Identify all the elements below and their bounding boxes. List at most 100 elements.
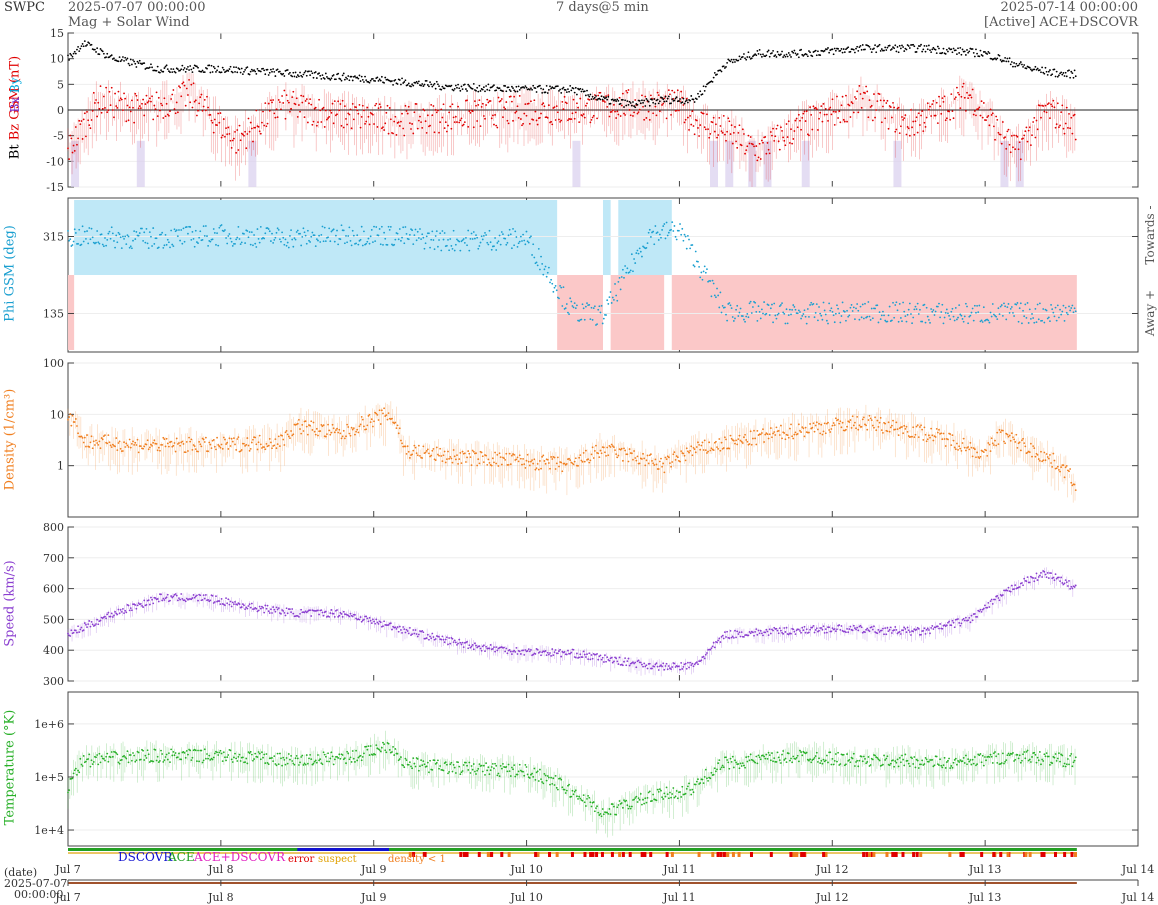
density-point (332, 427, 335, 430)
density-point (437, 453, 439, 456)
phi-point (586, 302, 588, 305)
bt-point (630, 104, 633, 107)
bz-point (875, 109, 878, 111)
speed-ytick-label: 800 (43, 521, 64, 534)
speed-ytick-label: 300 (43, 675, 64, 688)
density-point (803, 435, 806, 438)
phi-point (253, 234, 255, 236)
bt-point (213, 67, 216, 70)
bz-point (901, 116, 903, 118)
bz-point (300, 94, 303, 97)
phi-point (923, 303, 926, 306)
bz-point (111, 109, 114, 111)
phi-point (424, 242, 427, 245)
bt-point (560, 92, 563, 94)
bz-point (856, 90, 859, 93)
density-point (985, 449, 987, 452)
phi-point (96, 230, 99, 232)
bz-point (730, 124, 733, 127)
density-point (905, 425, 908, 428)
phi-point (539, 268, 541, 271)
density-point (938, 428, 940, 431)
density-point (181, 440, 184, 443)
bt-point (711, 80, 714, 83)
phi-sector-away (610, 275, 665, 350)
bt-point (374, 80, 377, 82)
bt-point (513, 89, 516, 92)
bt-point (329, 78, 332, 81)
density-point (572, 463, 575, 466)
bt-point (400, 83, 402, 86)
bz-point (500, 98, 503, 100)
bt-point (748, 56, 751, 58)
density-point (958, 445, 961, 448)
bt-point (652, 101, 655, 104)
phi-point (199, 230, 202, 233)
phi-point (551, 282, 554, 285)
phi-point (899, 317, 902, 319)
bz-point (648, 119, 651, 121)
bz-point (211, 121, 214, 124)
density-point (738, 434, 741, 437)
phi-point (1053, 315, 1056, 318)
bt-point (457, 83, 459, 86)
bz-point (167, 114, 170, 117)
bt-point (185, 68, 188, 70)
phi-point (968, 315, 971, 318)
phi-point (845, 319, 847, 322)
bt-point (143, 62, 146, 65)
phi-point (584, 305, 587, 308)
bz-point (122, 109, 124, 112)
density-point (839, 420, 842, 423)
bz-point (827, 119, 829, 122)
bt-point (359, 80, 362, 82)
phi-point (721, 304, 724, 307)
density-point (1006, 433, 1009, 436)
phi-point (122, 235, 124, 238)
bt-point (215, 71, 217, 73)
density-point (285, 429, 288, 432)
phi-point (337, 243, 340, 246)
phi-point (493, 245, 495, 248)
density-point (130, 442, 133, 445)
phi-point (1058, 316, 1060, 319)
bz-point (71, 151, 74, 154)
bz-point (283, 89, 286, 92)
bt-point (847, 46, 850, 49)
bt-point (834, 49, 837, 52)
bt-point (776, 50, 779, 53)
phi-point (328, 227, 331, 230)
density-point (593, 450, 596, 452)
bz-point (406, 112, 409, 115)
density-point (848, 421, 851, 423)
phi-point (438, 239, 440, 241)
phi-point (397, 238, 400, 241)
bz-point (940, 112, 943, 115)
bt-point (774, 54, 777, 56)
bt-point (755, 54, 758, 57)
phi-point (543, 268, 546, 271)
bt-point (493, 84, 495, 87)
phi-point (568, 313, 570, 316)
phi-point (728, 302, 731, 304)
phi-point (517, 242, 520, 245)
density-point (1045, 453, 1048, 455)
bz-point (395, 134, 398, 136)
density-point (247, 444, 250, 447)
phi-point (598, 305, 601, 308)
density-point (927, 434, 930, 437)
bt-point (809, 51, 811, 54)
phi-point (224, 229, 226, 231)
bt-point (305, 74, 308, 77)
bt-point (561, 87, 564, 90)
phi-point (366, 240, 369, 243)
phi-point (963, 315, 966, 318)
bz-point (768, 152, 771, 155)
bz-point (1028, 126, 1031, 129)
bz-point (98, 107, 101, 110)
bz-point (781, 129, 783, 132)
bz-point (430, 103, 433, 106)
phi-point (919, 308, 921, 311)
phi-point (682, 239, 685, 242)
density-point (578, 456, 581, 459)
